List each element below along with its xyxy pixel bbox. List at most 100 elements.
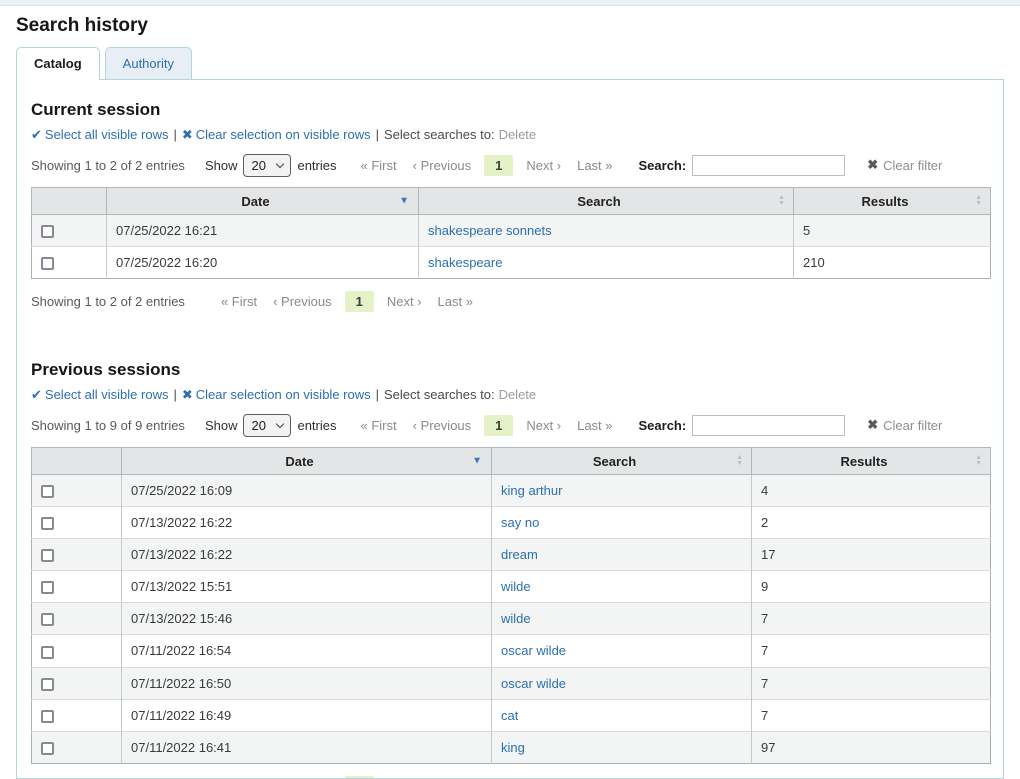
double-chevron-right-icon: » — [605, 418, 612, 433]
table-row: 07/11/2022 16:50 oscar wilde 7 — [32, 667, 991, 699]
chevron-down-icon — [276, 420, 284, 428]
clear-filter-button[interactable]: ✖Clear filter — [867, 417, 942, 433]
date-cell: 07/11/2022 16:54 — [122, 635, 492, 667]
column-header-search[interactable]: Search▲▼ — [419, 188, 794, 215]
search-term-link[interactable]: wilde — [501, 579, 531, 594]
pagination-previous-button[interactable]: ‹ Previous — [405, 415, 480, 436]
search-term-link[interactable]: shakespeare — [428, 255, 502, 270]
table-filter-input[interactable] — [692, 155, 845, 176]
date-cell: 07/11/2022 16:50 — [122, 667, 492, 699]
row-checkbox[interactable] — [41, 613, 54, 626]
search-term-link[interactable]: shakespeare sonnets — [428, 223, 552, 238]
pagination-next-button[interactable]: Next › — [379, 291, 430, 312]
select-column-header[interactable] — [32, 448, 122, 475]
pagination-next-button[interactable]: Next › — [518, 415, 569, 436]
chevron-right-icon: › — [417, 294, 421, 309]
date-cell: 07/11/2022 16:41 — [122, 731, 492, 763]
pagination-first-button[interactable]: « First — [353, 155, 405, 176]
column-header-date[interactable]: Date▼ — [122, 448, 492, 475]
search-term-link[interactable]: oscar wilde — [501, 676, 566, 691]
clear-filter-button[interactable]: ✖Clear filter — [867, 157, 942, 173]
tab-authority[interactable]: Authority — [105, 47, 192, 79]
search-term-link[interactable]: cat — [501, 708, 518, 723]
pagination-last-button[interactable]: Last » — [569, 155, 620, 176]
sort-descending-icon: ▼ — [399, 196, 409, 207]
search-term-link[interactable]: king arthur — [501, 483, 562, 498]
pagination-current-page[interactable]: 1 — [345, 291, 374, 312]
selection-controls: ✔Select all visible rows|✖Clear selectio… — [31, 387, 989, 403]
delete-action[interactable]: Delete — [499, 127, 537, 142]
search-term-link[interactable]: oscar wilde — [501, 643, 566, 658]
checkbox-cell — [32, 215, 107, 247]
table-filter-input[interactable] — [692, 415, 845, 436]
row-checkbox[interactable] — [41, 485, 54, 498]
pagination-previous-button[interactable]: ‹ Previous — [405, 155, 480, 176]
row-checkbox[interactable] — [41, 581, 54, 594]
page-size-select[interactable]: 20 — [243, 154, 291, 177]
results-cell: 7 — [752, 699, 991, 731]
search-term-link[interactable]: say no — [501, 515, 539, 530]
selection-controls: ✔Select all visible rows | ✖Clear selectio… — [31, 127, 989, 143]
chevron-left-icon: ‹ — [273, 294, 277, 309]
show-entries-control: Show 20 entries — [205, 154, 337, 177]
results-cell: 7 — [752, 603, 991, 635]
clear-selection-link[interactable]: ✖Clear selection on visible rows — [182, 387, 371, 402]
results-cell: 5 — [794, 215, 991, 247]
search-term-link[interactable]: dream — [501, 547, 538, 562]
column-header-results[interactable]: Results▲▼ — [794, 188, 991, 215]
checkbox-cell — [32, 539, 122, 571]
pagination-last-button[interactable]: Last » — [569, 415, 620, 436]
row-checkbox[interactable] — [41, 257, 54, 270]
search-cell: king arthur — [492, 475, 752, 507]
table-row: 07/11/2022 16:41 king 97 — [32, 731, 991, 763]
select-column-header[interactable] — [32, 188, 107, 215]
row-checkbox[interactable] — [41, 549, 54, 562]
page-size-select[interactable]: 20 — [243, 414, 291, 437]
search-term-link[interactable]: king — [501, 740, 525, 755]
pagination-first-button[interactable]: « First — [353, 415, 405, 436]
date-cell: 07/25/2022 16:21 — [107, 215, 419, 247]
pagination-current-page[interactable]: 1 — [484, 415, 513, 436]
column-header-date[interactable]: Date▼ — [107, 188, 419, 215]
search-term-link[interactable]: wilde — [501, 611, 531, 626]
row-checkbox[interactable] — [41, 225, 54, 238]
results-cell: 97 — [752, 731, 991, 763]
date-cell: 07/11/2022 16:49 — [122, 699, 492, 731]
checkbox-cell — [32, 699, 122, 731]
tab-catalog[interactable]: Catalog — [16, 47, 100, 80]
previous-sessions-section: Previous sessions ✔Select all visible ro… — [31, 360, 989, 779]
tab-content-panel: Current session ✔Select all visible rows… — [16, 79, 1004, 779]
checkbox-cell — [32, 603, 122, 635]
table-row: 07/25/2022 16:21 shakespeare sonnets 5 — [32, 215, 991, 247]
double-chevron-left-icon: « — [221, 294, 228, 309]
delete-action[interactable]: Delete — [499, 387, 537, 402]
clear-selection-link[interactable]: ✖Clear selection on visible rows — [182, 127, 371, 142]
select-all-link[interactable]: ✔Select all visible rows — [31, 127, 168, 142]
row-checkbox[interactable] — [41, 710, 54, 723]
results-cell: 7 — [752, 667, 991, 699]
pagination-first-button[interactable]: « First — [213, 291, 265, 312]
pagination-current-page[interactable]: 1 — [484, 155, 513, 176]
row-checkbox[interactable] — [41, 646, 54, 659]
row-checkbox[interactable] — [41, 678, 54, 691]
column-header-search[interactable]: Search▲▼ — [492, 448, 752, 475]
pagination-next-button[interactable]: Next › — [518, 155, 569, 176]
search-cell: say no — [492, 507, 752, 539]
double-chevron-left-icon: « — [361, 158, 368, 173]
double-chevron-left-icon: « — [361, 418, 368, 433]
select-all-link[interactable]: ✔Select all visible rows — [31, 387, 168, 402]
chevron-left-icon: ‹ — [413, 158, 417, 173]
pagination-previous-button[interactable]: ‹ Previous — [265, 291, 340, 312]
x-icon: ✖ — [867, 157, 878, 173]
search-history-table: Date▼ Search▲▼ Results▲▼ 07/25/2022 16:0… — [31, 447, 991, 764]
chevron-down-icon — [276, 160, 284, 168]
separator: | — [376, 127, 379, 142]
column-header-results[interactable]: Results▲▼ — [752, 448, 991, 475]
row-checkbox[interactable] — [41, 517, 54, 530]
entries-info: Showing 1 to 2 of 2 entries — [31, 158, 185, 173]
date-cell: 07/13/2022 16:22 — [122, 507, 492, 539]
row-checkbox[interactable] — [41, 742, 54, 755]
pagination-last-button[interactable]: Last » — [430, 291, 481, 312]
